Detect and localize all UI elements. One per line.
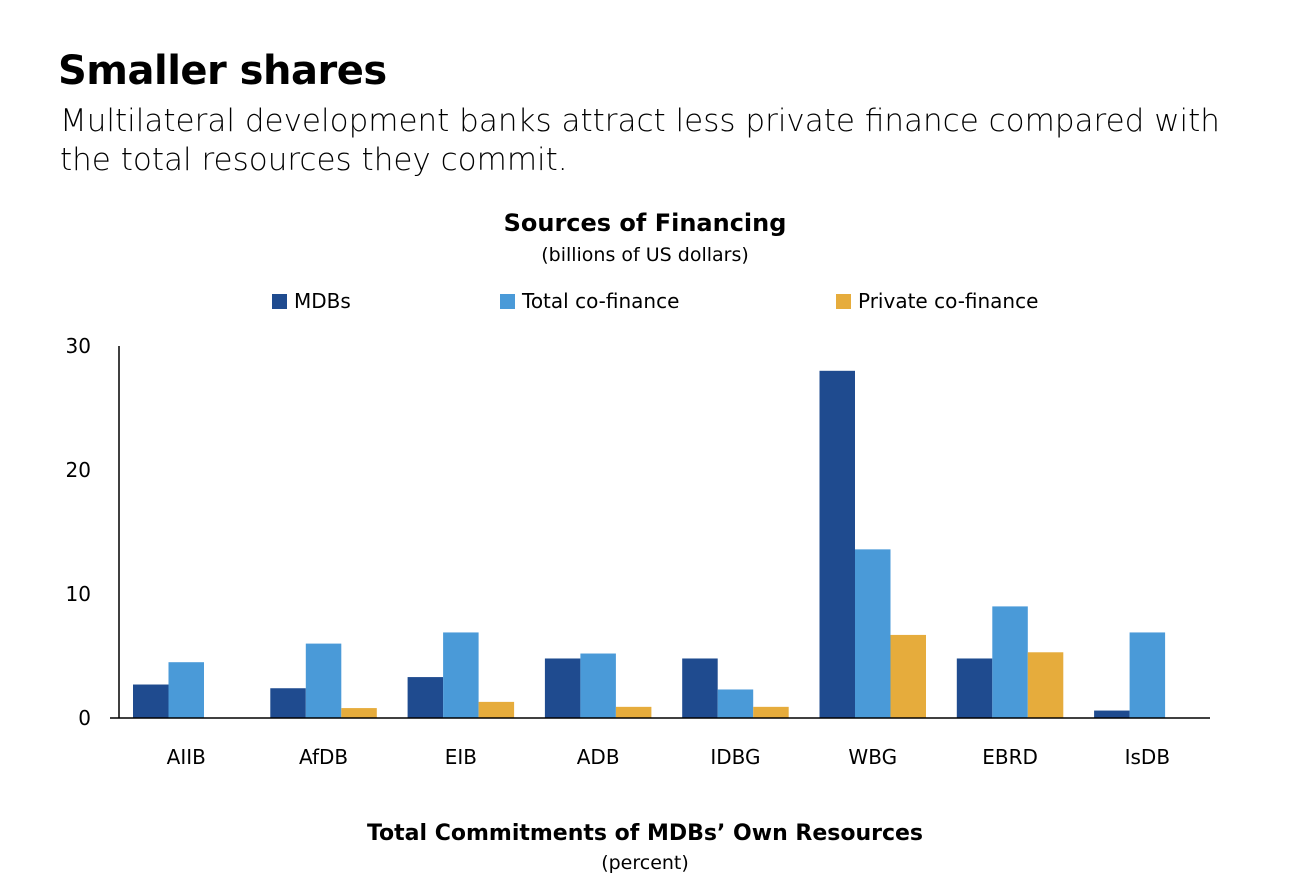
x-tick-label: EBRD [982, 745, 1038, 769]
x-tick-label: AIIB [167, 745, 206, 769]
bar-adb-2 [615, 706, 652, 718]
y-tick-label: 10 [66, 582, 91, 606]
y-tick-label: 30 [66, 334, 91, 358]
page-subtitle: Multilateral development banks attract l… [60, 103, 1220, 178]
bar-eib-1 [443, 632, 479, 718]
page-title: Smaller shares [58, 48, 387, 94]
bar-eib-2 [478, 701, 515, 718]
legend-swatch-0 [272, 294, 287, 309]
bar-adb-1 [580, 653, 616, 718]
bar-wbg-2 [890, 634, 926, 718]
legend-swatch-2 [836, 294, 851, 309]
bar-isdb-1 [1129, 632, 1166, 718]
y-tick-label: 20 [66, 458, 91, 482]
bar-aiib-1 [168, 662, 204, 718]
chart-title: Sources of Financing [504, 209, 787, 237]
bar-ebrd-2 [1027, 652, 1064, 718]
bar-afdb-0 [270, 688, 306, 718]
bar-eib-0 [407, 677, 444, 718]
bar-adb-0 [544, 658, 581, 718]
chart-subtitle: (billions of US dollars) [541, 244, 749, 266]
bar-wbg-1 [855, 549, 891, 718]
bar-aiib-0 [133, 684, 169, 718]
bar-afdb-2 [341, 708, 377, 718]
x-tick-label: EIB [445, 745, 477, 769]
legend-label: Total co-finance [521, 289, 679, 313]
x-tick-label: IDBG [710, 745, 760, 769]
legend-label: Private co-finance [858, 289, 1038, 313]
x-tick-label: AfDB [299, 745, 348, 769]
y-tick-label: 0 [78, 706, 91, 730]
x-tick-label: WBG [848, 745, 897, 769]
bar-ebrd-1 [992, 606, 1028, 718]
bars [133, 370, 1166, 718]
x-axis-sublabel: (percent) [601, 852, 689, 874]
x-tick-label: ADB [577, 745, 620, 769]
x-axis-label: Total Commitments of MDBs’ Own Resources [367, 821, 923, 846]
legend: MDBs Total co-finance Private co-finance [272, 289, 1038, 313]
y-axis: 0 10 20 30 [66, 334, 120, 730]
x-axis: AIIB AfDB EIB ADB IDBG WBG EBRD IsDB [110, 717, 1210, 769]
bar-idbg-0 [682, 658, 718, 718]
bar-wbg-0 [819, 370, 855, 718]
bar-idbg-2 [753, 706, 789, 718]
bar-ebrd-0 [956, 658, 993, 718]
legend-label: MDBs [294, 289, 351, 313]
bar-isdb-0 [1094, 710, 1130, 718]
legend-swatch-1 [500, 294, 515, 309]
x-tick-label: IsDB [1125, 745, 1170, 769]
bar-idbg-1 [717, 689, 754, 718]
bar-afdb-1 [305, 643, 342, 718]
